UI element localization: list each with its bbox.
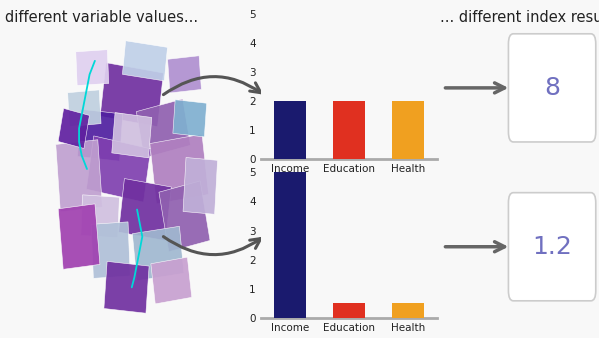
Bar <box>81 195 119 238</box>
Text: different variable values...: different variable values... <box>5 10 198 25</box>
Bar <box>392 303 424 318</box>
Bar <box>151 257 192 304</box>
Bar <box>86 136 151 202</box>
Bar <box>392 101 424 159</box>
Bar <box>137 99 190 158</box>
Bar <box>104 261 149 313</box>
Bar <box>56 140 102 212</box>
Bar <box>274 172 306 318</box>
Text: 1.2: 1.2 <box>532 235 572 259</box>
Bar <box>58 108 89 148</box>
Bar <box>112 113 152 158</box>
Bar <box>274 101 306 159</box>
Text: ... different index result: ... different index result <box>440 10 599 25</box>
Bar <box>58 204 100 269</box>
Bar <box>332 303 365 318</box>
Bar <box>159 181 210 252</box>
Bar <box>91 222 130 279</box>
FancyBboxPatch shape <box>509 34 596 142</box>
Bar <box>77 109 123 161</box>
Bar <box>100 63 164 127</box>
Bar <box>75 50 109 86</box>
Bar <box>119 178 171 241</box>
Bar <box>68 90 101 126</box>
FancyBboxPatch shape <box>509 193 596 301</box>
Bar <box>150 134 208 204</box>
Bar <box>173 100 207 137</box>
Text: 8: 8 <box>544 76 560 100</box>
Bar <box>122 41 168 81</box>
Bar <box>183 158 217 214</box>
Bar <box>132 226 184 281</box>
Bar <box>168 56 201 93</box>
Bar <box>332 101 365 159</box>
